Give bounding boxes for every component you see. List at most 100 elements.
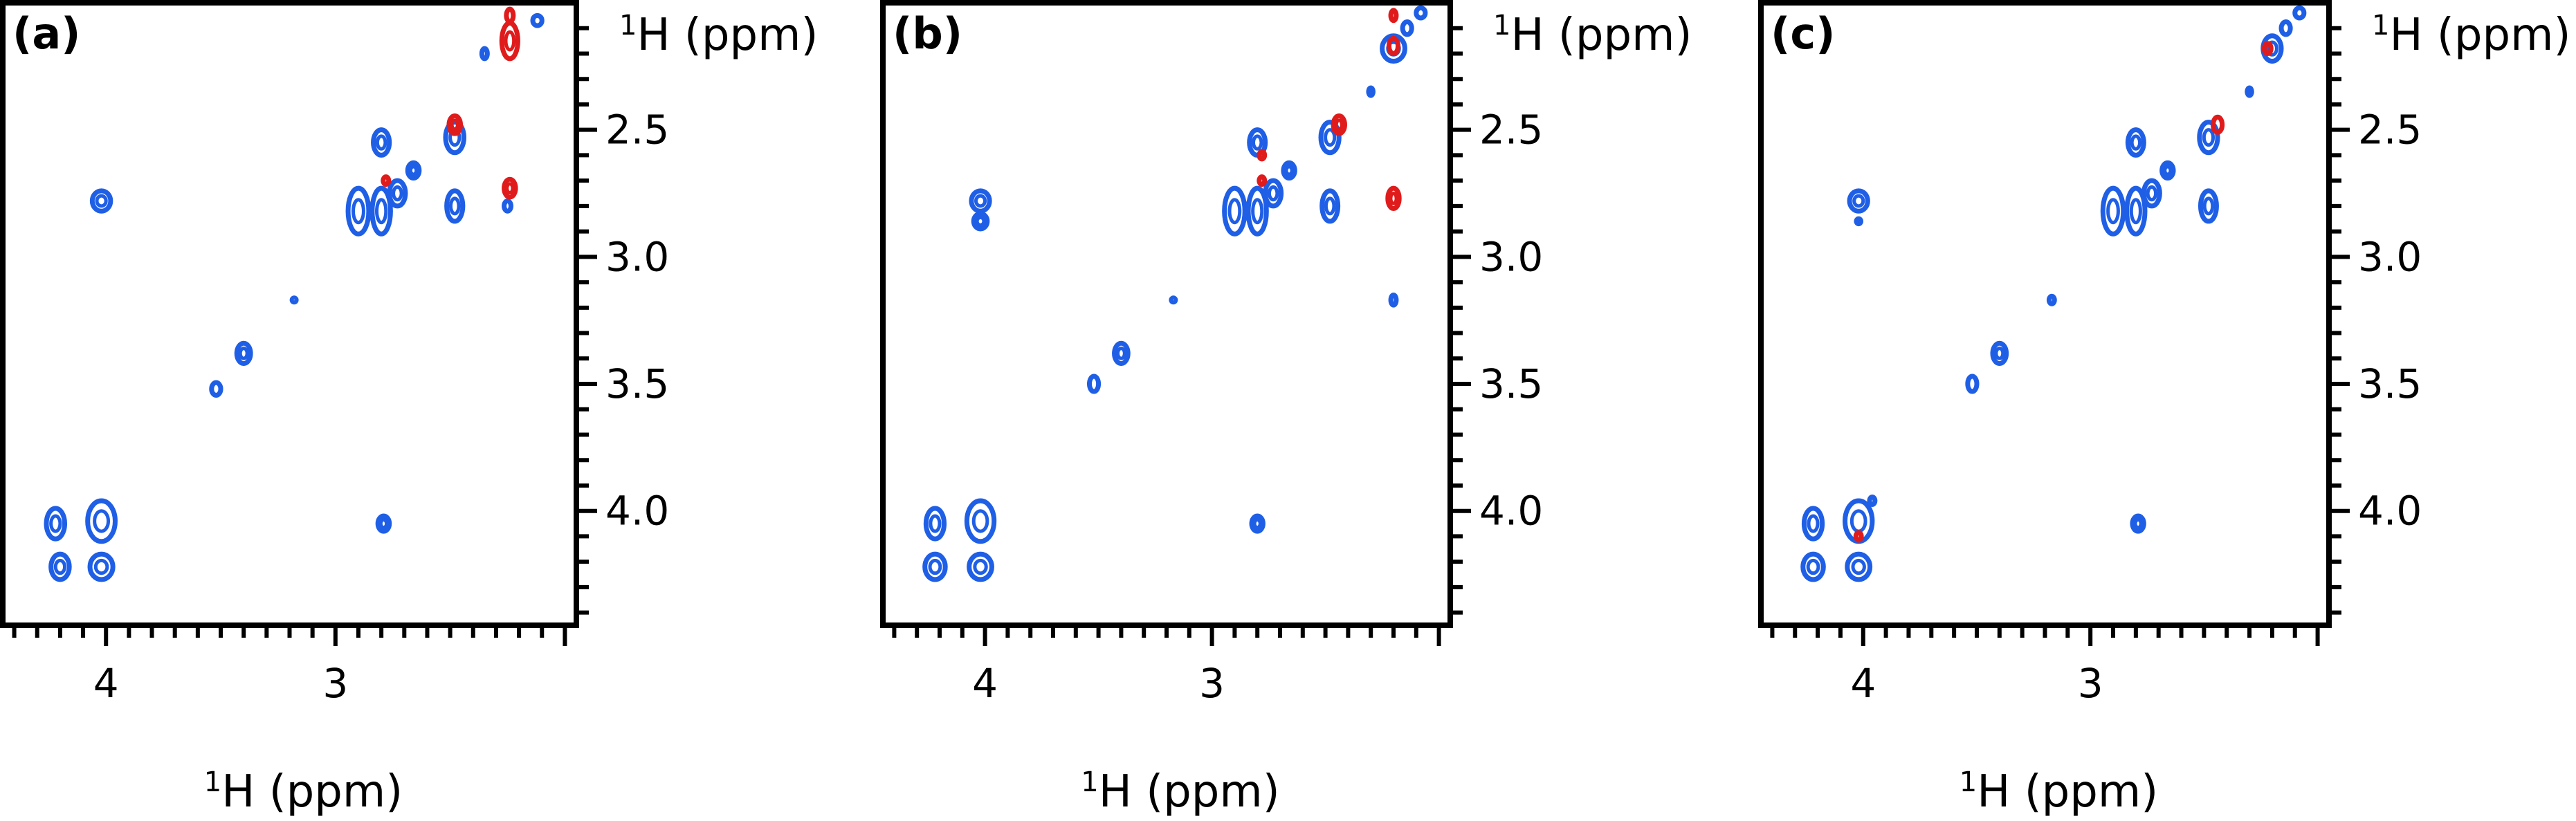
positive-cross-peak-inner-contour [975, 215, 986, 227]
positive-cross-peak [923, 506, 947, 542]
positive-cross-peak-inner-contour [1994, 347, 2005, 360]
y-tick-label: 4.0 [2358, 488, 2422, 535]
positive-cross-peak [234, 340, 253, 367]
x-axis-title-superscript: 1 [1081, 766, 1098, 798]
negative-cross-peak-inner-contour [1334, 118, 1344, 131]
positive-cross-peak-inner-contour [971, 509, 989, 533]
positive-cross-peak-inner-contour [392, 185, 403, 202]
positive-cross-peak-inner-contour [973, 558, 988, 575]
positive-cross-peak [1845, 551, 1873, 582]
positive-cross-peak-inner-contour [93, 509, 111, 533]
positive-cross-peak-inner-contour [1851, 558, 1866, 575]
positive-cross-peak [371, 127, 392, 158]
y-tick-label: 3.0 [605, 233, 669, 280]
positive-cross-peak-inner-contour [1324, 128, 1337, 147]
positive-cross-peak-inner-contour [2130, 134, 2142, 151]
y-axis-title-text: H (ppm) [2389, 10, 2570, 61]
positive-cross-peak [1112, 340, 1131, 367]
positive-cross-peak [922, 551, 948, 582]
x-axis-title-text: H (ppm) [221, 766, 403, 818]
positive-cross-peak-inner-contour [2163, 165, 2173, 176]
positive-cross-peak-inner-contour [49, 514, 62, 533]
positive-cross-peak [387, 178, 408, 209]
positive-cross-peak-inner-contour [408, 165, 419, 176]
y-tick-label: 3.5 [605, 360, 669, 407]
positive-cross-peak [1801, 506, 1825, 542]
positive-cross-peak [1965, 373, 1980, 394]
negative-cross-peak-inner-contour [450, 118, 459, 131]
negative-cross-peak-inner-contour [504, 30, 516, 52]
positive-cross-peak [1843, 498, 1875, 544]
positive-cross-peak [1169, 295, 1178, 305]
positive-cross-peak [1366, 85, 1376, 98]
positive-cross-peak [2141, 178, 2162, 209]
x-tick-label: 4 [972, 660, 998, 707]
positive-cross-peak-inner-contour [375, 134, 387, 151]
positive-cross-peak-inner-contour [1807, 514, 1820, 533]
positive-cross-peak-inner-contour [1227, 198, 1242, 225]
x-axis-title-text: H (ppm) [1099, 766, 1280, 818]
positive-cross-peak [1319, 188, 1341, 224]
y-tick-label: 4.0 [1479, 488, 1543, 535]
positive-cross-peak [2292, 5, 2307, 21]
positive-cross-peak [971, 211, 990, 232]
positive-cross-peak [2159, 160, 2176, 181]
negative-cross-peak [1853, 530, 1864, 543]
positive-cross-peak-inner-contour [53, 558, 67, 575]
positive-cross-peak-inner-contour [928, 558, 942, 575]
positive-cross-peak [444, 188, 466, 224]
negative-cross-peak [499, 20, 520, 62]
x-axis-title-text: H (ppm) [1977, 766, 2158, 818]
positive-cross-peak [1380, 33, 1407, 64]
positive-cross-peak [85, 498, 118, 544]
positive-cross-peak-inner-contour [1251, 134, 1263, 151]
y-tick-label: 2.5 [605, 107, 669, 154]
positive-cross-peak [1847, 188, 1870, 214]
y-axis-title-text: H (ppm) [1510, 10, 1692, 61]
positive-cross-peak-inner-contour [238, 347, 249, 360]
positive-cross-peak [479, 46, 490, 62]
positive-cross-peak [1400, 19, 1414, 37]
positive-cross-peak [87, 551, 116, 582]
positive-cross-peak [89, 188, 113, 214]
positive-cross-peak-inner-contour [93, 558, 109, 575]
positive-cross-peak [1245, 185, 1269, 237]
positive-cross-peak-inner-contour [1324, 196, 1336, 216]
positive-cross-peak-inner-contour [1251, 198, 1264, 225]
negative-cross-peak [502, 176, 518, 200]
positive-cross-peak-inner-contour [1267, 185, 1279, 202]
positive-cross-peak [1281, 160, 1297, 181]
positive-cross-peak [1086, 373, 1102, 394]
positive-cross-peak [1222, 185, 1248, 237]
positive-cross-peak-inner-contour [1252, 518, 1262, 530]
positive-cross-peak [1854, 216, 1863, 227]
positive-cross-peak [530, 12, 545, 28]
positive-cross-peak [1249, 513, 1266, 534]
negative-cross-peak [1331, 113, 1347, 136]
positive-cross-peak [405, 160, 422, 181]
positive-cross-peak-inner-contour [2202, 128, 2216, 147]
y-axis-title-text: H (ppm) [637, 10, 818, 61]
y-axis-title: 1H (ppm) [1493, 10, 1692, 61]
y-tick-label: 3.5 [1479, 360, 1543, 407]
x-tick-label: 3 [2078, 660, 2103, 707]
panel-label: (c) [1771, 8, 1835, 59]
positive-cross-peak [48, 551, 72, 582]
y-axis-title-superscript: 1 [619, 10, 637, 41]
positive-cross-peak [967, 551, 994, 582]
y-tick-label: 2.5 [2358, 107, 2422, 154]
x-tick-label: 3 [1199, 660, 1225, 707]
y-tick-label: 3.0 [1479, 233, 1543, 280]
positive-cross-peak [2130, 513, 2146, 534]
positive-cross-peak [964, 498, 997, 544]
y-tick-label: 4.0 [605, 488, 669, 535]
positive-cross-peak [369, 185, 393, 237]
positive-cross-peak-inner-contour [95, 194, 108, 208]
positive-cross-peak [443, 120, 467, 156]
positive-cross-peak-inner-contour [375, 198, 388, 225]
y-axis-title: 1H (ppm) [2372, 10, 2570, 61]
positive-cross-peak [2124, 185, 2148, 237]
positive-cross-peak [969, 188, 992, 214]
y-axis-title-superscript: 1 [2372, 10, 2389, 41]
positive-cross-peak-inner-contour [1806, 558, 1820, 575]
